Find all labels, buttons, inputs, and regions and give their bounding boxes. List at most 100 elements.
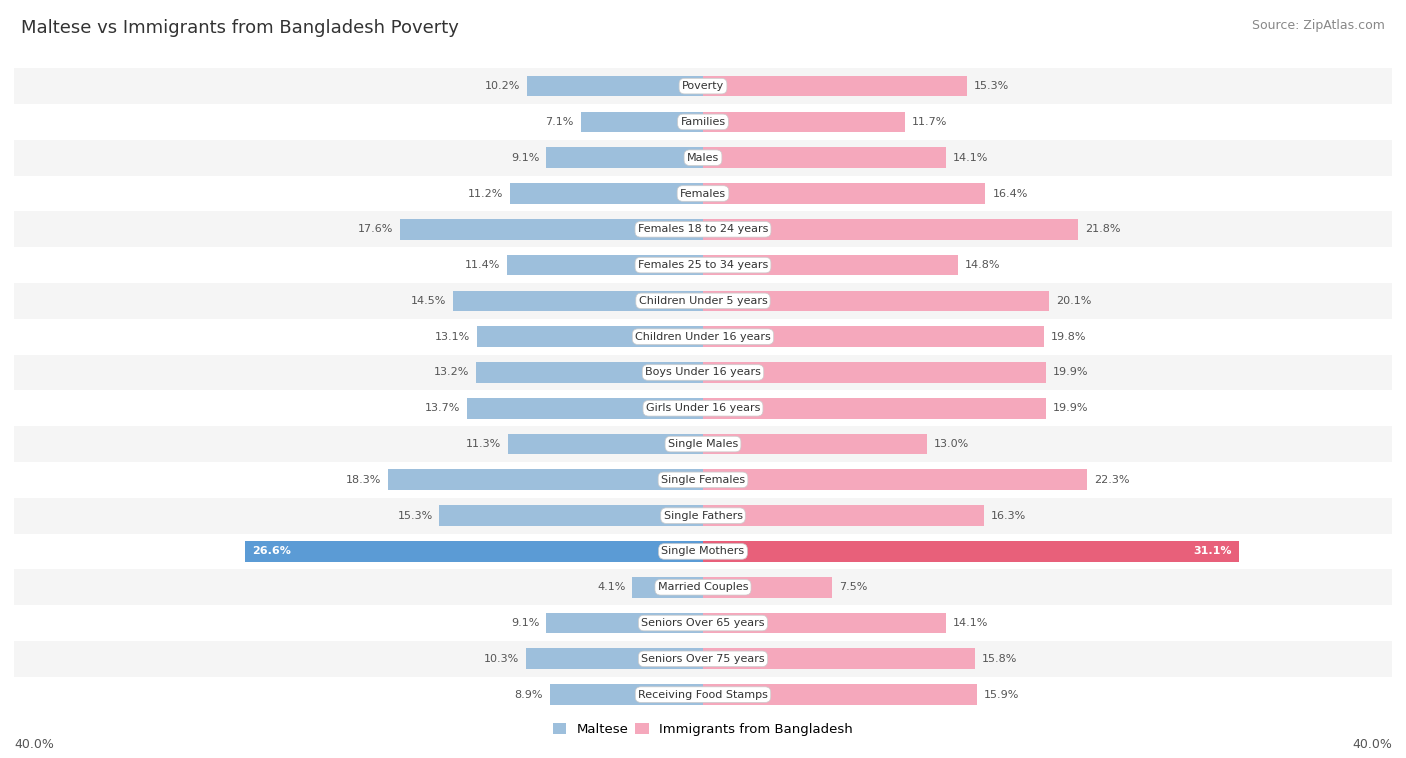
Bar: [467, 398, 703, 418]
Text: Boys Under 16 years: Boys Under 16 years: [645, 368, 761, 377]
Text: Seniors Over 75 years: Seniors Over 75 years: [641, 654, 765, 664]
Text: Single Males: Single Males: [668, 439, 738, 449]
Bar: [14, 104, 1392, 139]
Bar: [703, 111, 904, 133]
Text: Seniors Over 65 years: Seniors Over 65 years: [641, 618, 765, 628]
Bar: [14, 319, 1392, 355]
Bar: [526, 648, 703, 669]
Bar: [703, 147, 946, 168]
Text: 16.4%: 16.4%: [993, 189, 1028, 199]
Text: 10.3%: 10.3%: [484, 654, 519, 664]
Legend: Maltese, Immigrants from Bangladesh: Maltese, Immigrants from Bangladesh: [548, 718, 858, 741]
Bar: [14, 569, 1392, 605]
Bar: [506, 255, 703, 275]
Bar: [388, 469, 703, 490]
Bar: [703, 541, 1239, 562]
Bar: [510, 183, 703, 204]
Text: 26.6%: 26.6%: [252, 547, 291, 556]
Bar: [14, 176, 1392, 211]
Text: 14.1%: 14.1%: [953, 152, 988, 163]
Bar: [550, 684, 703, 705]
Bar: [703, 326, 1045, 347]
Text: 14.8%: 14.8%: [965, 260, 1000, 270]
Bar: [14, 498, 1392, 534]
Text: 13.2%: 13.2%: [433, 368, 468, 377]
Bar: [703, 648, 976, 669]
Bar: [478, 326, 703, 347]
Text: Single Females: Single Females: [661, 475, 745, 485]
Text: 14.1%: 14.1%: [953, 618, 988, 628]
Bar: [14, 641, 1392, 677]
Text: Married Couples: Married Couples: [658, 582, 748, 592]
Bar: [14, 283, 1392, 319]
Text: 11.4%: 11.4%: [464, 260, 499, 270]
Bar: [703, 362, 1046, 383]
Text: 11.7%: 11.7%: [911, 117, 946, 127]
Bar: [14, 462, 1392, 498]
Text: 13.7%: 13.7%: [425, 403, 460, 413]
Text: 13.0%: 13.0%: [934, 439, 969, 449]
Text: Receiving Food Stamps: Receiving Food Stamps: [638, 690, 768, 700]
Text: Females 25 to 34 years: Females 25 to 34 years: [638, 260, 768, 270]
Text: Single Mothers: Single Mothers: [661, 547, 745, 556]
Bar: [14, 390, 1392, 426]
Bar: [527, 76, 703, 96]
Bar: [581, 111, 703, 133]
Bar: [703, 506, 984, 526]
Bar: [703, 577, 832, 597]
Text: Source: ZipAtlas.com: Source: ZipAtlas.com: [1251, 19, 1385, 32]
Bar: [703, 469, 1087, 490]
Text: 13.1%: 13.1%: [436, 332, 471, 342]
Text: 18.3%: 18.3%: [346, 475, 381, 485]
Text: 8.9%: 8.9%: [515, 690, 543, 700]
Text: 16.3%: 16.3%: [991, 511, 1026, 521]
Text: 7.5%: 7.5%: [839, 582, 868, 592]
Text: 19.8%: 19.8%: [1050, 332, 1087, 342]
Bar: [14, 534, 1392, 569]
Text: 11.2%: 11.2%: [468, 189, 503, 199]
Text: 21.8%: 21.8%: [1085, 224, 1121, 234]
Text: 10.2%: 10.2%: [485, 81, 520, 91]
Text: 15.9%: 15.9%: [984, 690, 1019, 700]
Bar: [703, 255, 957, 275]
Bar: [14, 677, 1392, 713]
Text: 4.1%: 4.1%: [598, 582, 626, 592]
Text: Girls Under 16 years: Girls Under 16 years: [645, 403, 761, 413]
Text: Females 18 to 24 years: Females 18 to 24 years: [638, 224, 768, 234]
Text: Single Fathers: Single Fathers: [664, 511, 742, 521]
Bar: [14, 247, 1392, 283]
Text: 22.3%: 22.3%: [1094, 475, 1129, 485]
Bar: [703, 398, 1046, 418]
Bar: [703, 684, 977, 705]
Text: Males: Males: [688, 152, 718, 163]
Bar: [547, 612, 703, 634]
Text: 40.0%: 40.0%: [1353, 738, 1392, 750]
Text: Poverty: Poverty: [682, 81, 724, 91]
Text: Females: Females: [681, 189, 725, 199]
Bar: [703, 290, 1049, 312]
Bar: [14, 139, 1392, 176]
Bar: [14, 355, 1392, 390]
Text: 20.1%: 20.1%: [1056, 296, 1091, 306]
Text: 15.3%: 15.3%: [398, 511, 433, 521]
Bar: [14, 605, 1392, 641]
Bar: [703, 219, 1078, 240]
Bar: [14, 211, 1392, 247]
Text: 9.1%: 9.1%: [510, 152, 540, 163]
Bar: [703, 76, 966, 96]
Bar: [14, 426, 1392, 462]
Text: Families: Families: [681, 117, 725, 127]
Text: Maltese vs Immigrants from Bangladesh Poverty: Maltese vs Immigrants from Bangladesh Po…: [21, 19, 458, 37]
Text: 11.3%: 11.3%: [467, 439, 502, 449]
Text: 15.3%: 15.3%: [973, 81, 1008, 91]
Bar: [440, 506, 703, 526]
Text: 17.6%: 17.6%: [357, 224, 392, 234]
Bar: [703, 183, 986, 204]
Bar: [399, 219, 703, 240]
Bar: [475, 362, 703, 383]
Text: Children Under 16 years: Children Under 16 years: [636, 332, 770, 342]
Bar: [453, 290, 703, 312]
Text: 15.8%: 15.8%: [981, 654, 1018, 664]
Bar: [509, 434, 703, 455]
Text: 19.9%: 19.9%: [1053, 403, 1088, 413]
